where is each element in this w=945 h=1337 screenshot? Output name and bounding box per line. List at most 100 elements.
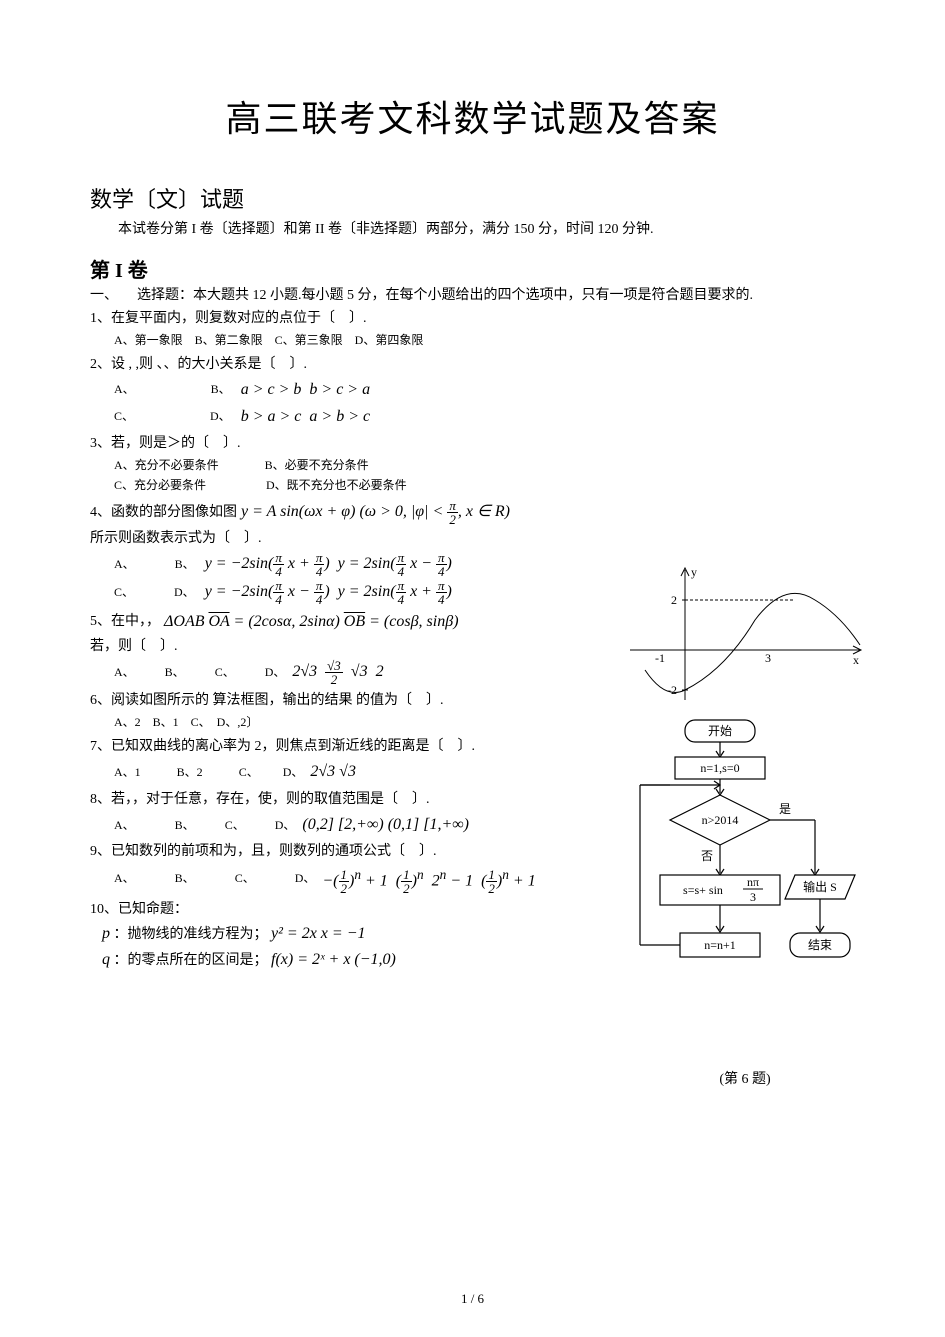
- q5-formulas: 2√3 √32 √3 2: [292, 663, 383, 680]
- question-5-line2: 若，则〔 〕.: [90, 636, 650, 657]
- q4-cond: (ω > 0, |φ| < π2, x ∈ R): [359, 499, 510, 526]
- flowchart: 开始 n=1,s=0 n>2014 是 否 s=s+ sin nπ 3 输出 S…: [625, 715, 865, 1055]
- q3-opt-a: A、充分不必要条件: [114, 458, 219, 472]
- question-6-options: A、2 B、1 C、 D、,2〕: [114, 713, 650, 732]
- flow-start: 开始: [708, 724, 732, 738]
- flow-init: n=1,s=0: [700, 761, 739, 775]
- q4-text-a: 4、函数的部分图像如图: [90, 502, 237, 523]
- question-7-options: A、1 B、2 C、 D、 2√3 √3: [114, 759, 650, 785]
- flow-inc: n=n+1: [704, 938, 736, 952]
- question-1: 1、在复平面内，则复数对应的点位于〔 〕.: [90, 308, 650, 329]
- question-9: 9、已知数列的前项和为，且，则数列的通项公式〔 〕.: [90, 841, 650, 862]
- q4-formula-cd: y = −2sin(π4 x − π4) y = 2sin(π4 x + π4): [205, 579, 452, 606]
- q7-opt-c: C、: [239, 765, 259, 779]
- question-7: 7、已知双曲线的离心率为 2，则焦点到渐近线的距离是〔 〕.: [90, 736, 650, 757]
- q5-ob: OB = (cosβ, sinβ): [344, 610, 459, 634]
- q2-opt-a-label: A、: [114, 380, 135, 399]
- q5-text-a: 5、在中，，: [90, 611, 160, 632]
- q8-opt-b: B、: [175, 818, 195, 832]
- q9-opt-c: C、: [235, 871, 255, 885]
- section-1-desc-inline: 选择题：本大题共 12 小题.每小题 5 分，在每个小题给出的四个选项中，只有一…: [137, 288, 753, 303]
- q7-formulas: 2√3 √3: [310, 763, 356, 780]
- q2-opt-b-label: B、: [211, 380, 231, 399]
- q4-opt-b-label: B、: [175, 555, 195, 574]
- q3-opt-b: B、必要不充分条件: [265, 458, 369, 472]
- q5-triangle: ΔOAB: [164, 610, 205, 634]
- question-8-options: A、 B、 C、 D、 (0,2] [2,+∞) (0,1] [1,+∞): [114, 812, 650, 838]
- page-title: 高三联考文科数学试题及答案: [90, 90, 855, 142]
- question-5-line1: 5、在中，， ΔOAB OA = (2cosα, 2sinα) OB = (co…: [90, 610, 650, 634]
- flow-yes: 是: [779, 802, 791, 816]
- subject-subtitle: 数学〔文〕试题: [90, 182, 855, 214]
- q5-opt-d: D、: [265, 665, 286, 679]
- q4-func: y = A sin(ωx + φ): [241, 500, 355, 524]
- graph-y-label: y: [691, 565, 697, 579]
- question-10: 10、已知命题：: [90, 899, 650, 920]
- q8-formulas: (0,2] [2,+∞) (0,1] [1,+∞): [302, 816, 469, 833]
- graph-x-label: x: [853, 653, 859, 667]
- exam-instructions: 本试卷分第 I 卷〔选择题〕和第 II 卷〔非选择题〕两部分，满分 150 分，…: [90, 218, 855, 238]
- graph-ytick-2: 2: [671, 593, 677, 607]
- q7-opt-a: A、1: [114, 765, 141, 779]
- section-1-row: 一、 选择题：本大题共 12 小题.每小题 5 分，在每个小题给出的四个选项中，…: [90, 285, 855, 306]
- sine-graph: y x 2 -2 -1 3: [625, 560, 865, 710]
- section-1-label: 一、: [90, 288, 118, 303]
- flow-step: s=s+ sin: [683, 883, 723, 897]
- question-10-p: p ：抛物线的准线方程为； y² = 2x x = −1: [102, 922, 650, 946]
- q2-opt-d-label: D、: [210, 407, 231, 426]
- q2-formula-cd: b > a > c a > b > c: [241, 404, 370, 430]
- question-2: 2、设 , ,则 、、的大小关系是〔 〕.: [90, 354, 650, 375]
- q10-q-label: q: [102, 951, 110, 968]
- flow-cond: n>2014: [702, 813, 739, 827]
- page: 高三联考文科数学试题及答案 数学〔文〕试题 本试卷分第 I 卷〔选择题〕和第 I…: [0, 0, 945, 1337]
- q9-opt-d: D、: [295, 871, 316, 885]
- page-footer: 1 / 6: [0, 1291, 945, 1307]
- q7-opt-b: B、2: [177, 765, 203, 779]
- flow-step-den: 3: [750, 890, 756, 904]
- q7-opt-d: D、: [283, 765, 304, 779]
- question-3: 3、若，则是＞的〔 〕.: [90, 433, 650, 454]
- question-3-options: A、充分不必要条件 B、必要不充分条件 C、充分必要条件 D、既不充分也不必要条…: [114, 456, 650, 494]
- q4-opt-d-label: D、: [174, 583, 195, 602]
- q10-p-label: p: [102, 925, 110, 942]
- q4-opt-a-label: A、: [114, 555, 135, 574]
- q8-opt-d: D、: [275, 818, 296, 832]
- question-4-options: A、 B、 y = −2sin(π4 x + π4) y = 2sin(π4 x…: [114, 551, 650, 606]
- q9-opt-b: B、: [175, 871, 195, 885]
- q8-opt-a: A、: [114, 818, 135, 832]
- section-1-title: 第 I 卷: [90, 254, 855, 283]
- right-figure-column: y x 2 -2 -1 3: [625, 560, 865, 1088]
- question-9-options: A、 B、 C、 D、 −(12)n + 1 (12)n 2n − 1 (12)…: [114, 864, 650, 895]
- q8-opt-c: C、: [225, 818, 245, 832]
- q9-formulas: −(12)n + 1 (12)n 2n − 1 (12)n + 1: [322, 864, 535, 895]
- q5-opt-c: C、: [215, 665, 235, 679]
- q3-opt-d: D、既不充分也不必要条件: [266, 478, 407, 492]
- q5-oa: OA = (2cosα, 2sinα): [209, 610, 340, 634]
- q2-formula-ab: a > c > b b > c > a: [241, 377, 370, 403]
- graph-xtick-neg1: -1: [655, 651, 665, 665]
- q4-opt-c-label: C、: [114, 583, 134, 602]
- flow-no: 否: [701, 849, 713, 863]
- graph-xtick-3: 3: [765, 651, 771, 665]
- q5-opt-b: B、: [165, 665, 185, 679]
- question-6: 6、阅读如图所示的 算法框图，输出的结果 的值为〔 〕.: [90, 690, 650, 711]
- flow-output: 输出 S: [803, 879, 837, 894]
- flowchart-caption: (第 6 题): [625, 1068, 865, 1088]
- q4-formula-ab: y = −2sin(π4 x + π4) y = 2sin(π4 x − π4): [205, 551, 452, 578]
- question-4-line2: 所示则函数表示式为〔 〕.: [90, 528, 650, 549]
- flow-end: 结束: [808, 938, 832, 952]
- question-1-options: A、第一象限 B、第二象限 C、第三象限 D、第四象限: [114, 331, 650, 350]
- question-2-options: A、 B、 a > c > b b > c > a C、 D、 b > a > …: [114, 377, 650, 429]
- q2-opt-c-label: C、: [114, 407, 134, 426]
- q5-opt-a: A、: [114, 665, 135, 679]
- questions-column: 1、在复平面内，则复数对应的点位于〔 〕. A、第一象限 B、第二象限 C、第三…: [90, 308, 650, 972]
- graph-ytick-neg2: -2: [667, 683, 677, 697]
- q10-q-text: ：的零点所在的区间是；: [114, 953, 268, 968]
- q9-opt-a: A、: [114, 871, 135, 885]
- q10-p-formula: y² = 2x x = −1: [271, 925, 366, 942]
- question-4-line1: 4、函数的部分图像如图 y = A sin(ωx + φ) (ω > 0, |φ…: [90, 499, 650, 526]
- question-5-options: A、 B、 C、 D、 2√3 √32 √3 2: [114, 659, 650, 686]
- q10-p-text: ：抛物线的准线方程为；: [114, 927, 268, 942]
- question-8: 8、若，，对于任意，存在，使，则的取值范围是〔 〕.: [90, 789, 650, 810]
- flow-step-num: nπ: [747, 875, 759, 889]
